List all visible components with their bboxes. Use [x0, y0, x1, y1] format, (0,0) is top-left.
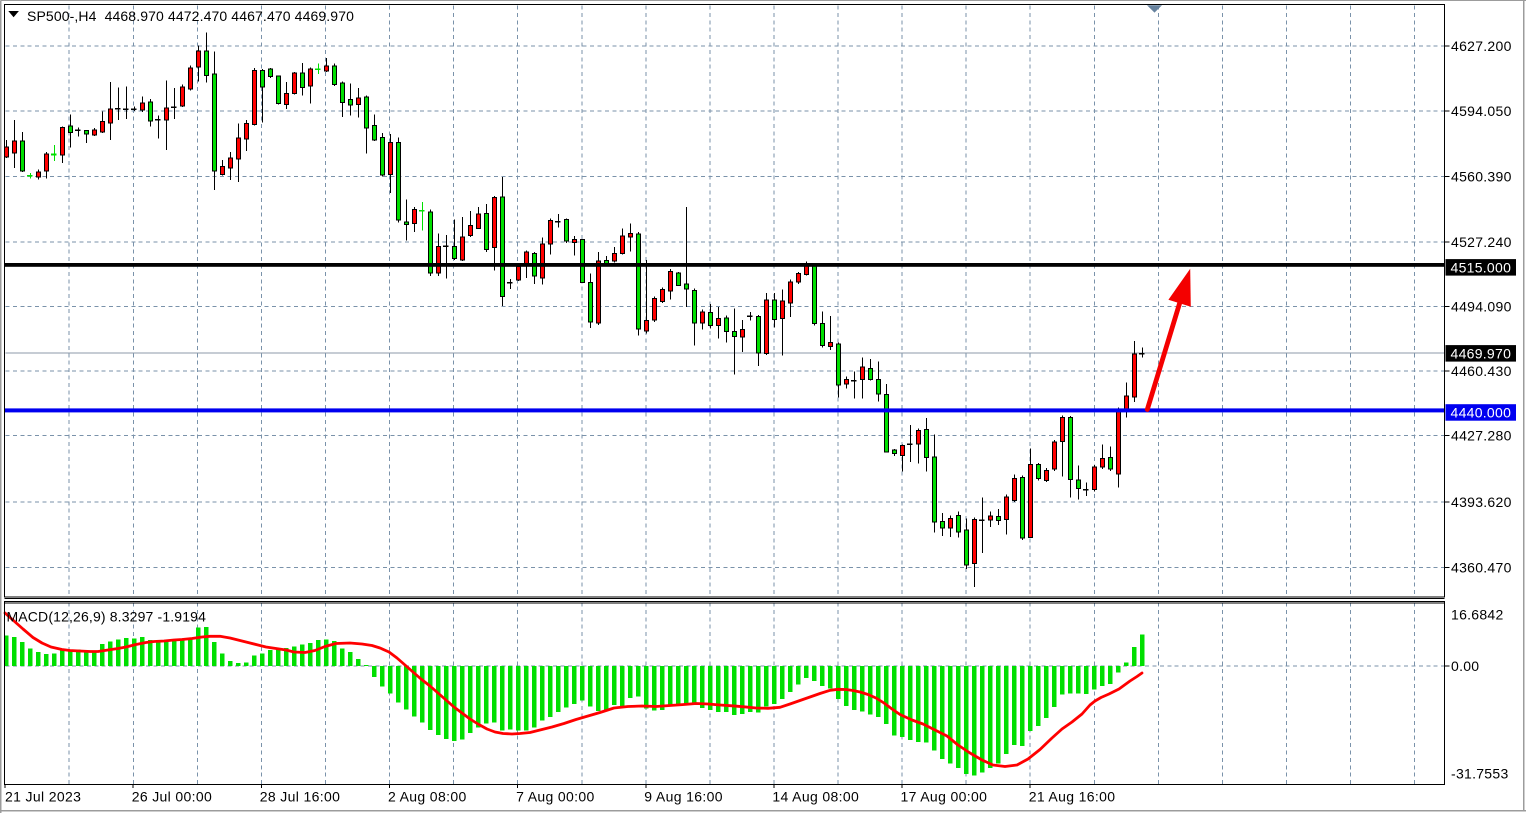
- svg-text:4560.390: 4560.390: [1451, 169, 1512, 185]
- svg-text:4427.280: 4427.280: [1451, 428, 1512, 444]
- svg-text:0.00: 0.00: [1451, 658, 1479, 674]
- svg-text:28 Jul 16:00: 28 Jul 16:00: [260, 789, 340, 805]
- svg-text:7 Aug 00:00: 7 Aug 00:00: [516, 789, 595, 805]
- svg-text:4494.090: 4494.090: [1451, 299, 1512, 315]
- svg-text:4393.620: 4393.620: [1451, 494, 1512, 510]
- svg-text:21 Aug 16:00: 21 Aug 16:00: [1029, 789, 1116, 805]
- svg-text:4594.050: 4594.050: [1451, 103, 1512, 119]
- svg-text:21 Jul 2023: 21 Jul 2023: [5, 789, 81, 805]
- svg-text:9 Aug 16:00: 9 Aug 16:00: [644, 789, 723, 805]
- svg-text:4440.000: 4440.000: [1451, 405, 1512, 421]
- svg-text:4515.000: 4515.000: [1451, 259, 1512, 275]
- svg-text:4627.200: 4627.200: [1451, 38, 1512, 54]
- svg-text:4460.430: 4460.430: [1451, 363, 1512, 379]
- svg-text:17 Aug 00:00: 17 Aug 00:00: [901, 789, 988, 805]
- svg-text:4527.240: 4527.240: [1451, 234, 1512, 250]
- svg-text:-31.7553: -31.7553: [1451, 766, 1509, 782]
- svg-text:26 Jul 00:00: 26 Jul 00:00: [132, 789, 212, 805]
- svg-text:4469.970: 4469.970: [1451, 345, 1512, 361]
- svg-text:16.6842: 16.6842: [1451, 606, 1504, 622]
- svg-text:2 Aug 08:00: 2 Aug 08:00: [388, 789, 467, 805]
- svg-text:4360.470: 4360.470: [1451, 560, 1512, 576]
- svg-text:SP500-,H4 4468.970 4472.470 4: SP500-,H4 4468.970 4472.470 4467.470 446…: [27, 8, 354, 24]
- svg-text:14 Aug 08:00: 14 Aug 08:00: [772, 789, 859, 805]
- svg-text:MACD(12,26,9) 8.3297 -1.9194: MACD(12,26,9) 8.3297 -1.9194: [7, 609, 207, 625]
